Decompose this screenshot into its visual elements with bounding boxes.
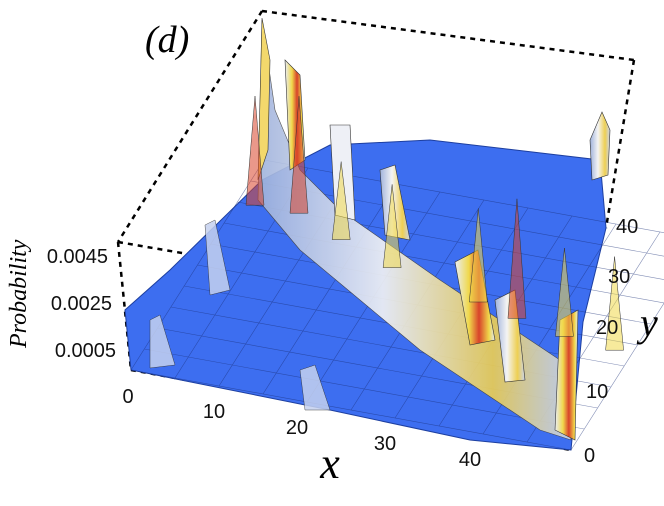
peak-mark [245, 95, 265, 206]
y-tick: 0 [584, 445, 595, 467]
y-tick: 40 [616, 216, 638, 238]
peak-mark [555, 247, 574, 337]
x-axis-label: x [319, 439, 340, 488]
ridge-secondary [149, 219, 331, 411]
mesh-line [570, 302, 664, 451]
x-tick: 30 [374, 433, 396, 455]
y-tick: 10 [586, 381, 608, 403]
peak-mark [289, 96, 309, 214]
x-tick: 10 [203, 401, 225, 423]
panel-label: (d) [145, 19, 189, 61]
peak-mark [605, 256, 624, 351]
z-tick: 0.0025 [51, 293, 112, 315]
y-axis: 0 10 20 30 40 y [584, 216, 658, 467]
z-axis-label: Probability [6, 239, 32, 349]
peak-mark [331, 161, 351, 240]
x-tick: 40 [459, 449, 481, 471]
peak-mark [469, 208, 488, 303]
peak-markers [245, 95, 624, 351]
peak-mark [382, 184, 402, 268]
y-tick: 30 [608, 266, 630, 288]
x-tick: 0 [122, 386, 133, 408]
x-axis: 0 10 20 30 40 x [122, 386, 481, 488]
z-tick: 0.0045 [47, 246, 108, 268]
peak-mark [507, 198, 527, 319]
y-tick: 20 [596, 317, 618, 339]
x-tick: 20 [286, 417, 308, 439]
z-axis: 0.0045 0.0025 0.0005 Probability [6, 239, 116, 362]
y-axis-label: y [636, 300, 658, 345]
z-tick: 0.0005 [55, 340, 116, 362]
